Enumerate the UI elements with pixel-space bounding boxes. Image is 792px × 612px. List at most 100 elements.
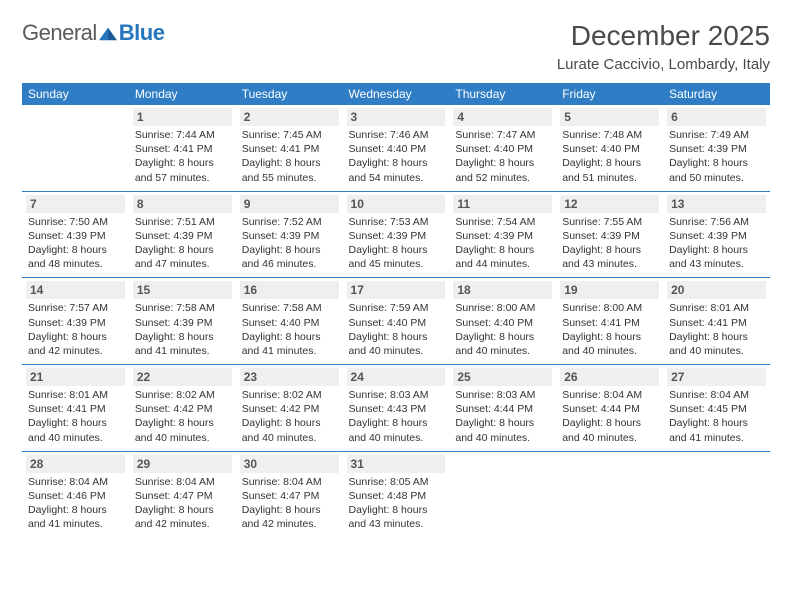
sunset-line: Sunset: 4:40 PM <box>349 142 444 156</box>
sunset-line: Sunset: 4:39 PM <box>28 229 123 243</box>
calendar-table: SundayMondayTuesdayWednesdayThursdayFrid… <box>22 83 770 537</box>
sunset-line: Sunset: 4:45 PM <box>669 402 764 416</box>
sunset-line: Sunset: 4:40 PM <box>455 316 550 330</box>
daylight-line: Daylight: 8 hours and 47 minutes. <box>135 243 230 271</box>
sunrise-line: Sunrise: 8:04 AM <box>562 388 657 402</box>
weekday-header: Monday <box>129 83 236 105</box>
day-number: 25 <box>453 368 552 386</box>
calendar-day-cell: 27Sunrise: 8:04 AMSunset: 4:45 PMDayligh… <box>663 365 770 452</box>
daylight-line: Daylight: 8 hours and 40 minutes. <box>242 416 337 444</box>
calendar-day-cell: 18Sunrise: 8:00 AMSunset: 4:40 PMDayligh… <box>449 278 556 365</box>
day-number: 17 <box>347 281 446 299</box>
sun-info: Sunrise: 8:00 AMSunset: 4:41 PMDaylight:… <box>560 301 659 358</box>
sunset-line: Sunset: 4:44 PM <box>455 402 550 416</box>
daylight-line: Daylight: 8 hours and 50 minutes. <box>669 156 764 184</box>
calendar-day-cell: 13Sunrise: 7:56 AMSunset: 4:39 PMDayligh… <box>663 191 770 278</box>
weekday-header: Thursday <box>449 83 556 105</box>
calendar-day-cell: 29 Sunrise: 8:04 AMSunset: 4:47 PMDayligh… <box>129 451 236 537</box>
sunrise-line: Sunrise: 8:05 AM <box>349 475 444 489</box>
sunset-line: Sunset: 4:40 PM <box>349 316 444 330</box>
calendar-day-cell: 30Sunrise: 8:04 AMSunset: 4:47 PMDayligh… <box>236 451 343 537</box>
day-number: 29 <box>133 455 232 473</box>
sunrise-line: Sunrise: 7:53 AM <box>349 215 444 229</box>
calendar-day-cell: 28Sunrise: 8:04 AMSunset: 4:46 PMDayligh… <box>22 451 129 537</box>
daylight-line: Daylight: 8 hours and 40 minutes. <box>28 416 123 444</box>
daylight-line: Daylight: 8 hours and 51 minutes. <box>562 156 657 184</box>
sunset-line: Sunset: 4:39 PM <box>242 229 337 243</box>
sunrise-line: Sunrise: 8:01 AM <box>669 301 764 315</box>
sun-info: Sunrise: 8:04 AMSunset: 4:47 PMDaylight:… <box>133 475 232 532</box>
calendar-day-cell: 31Sunrise: 8:05 AMSunset: 4:48 PMDayligh… <box>343 451 450 537</box>
day-number: 12 <box>560 195 659 213</box>
sunrise-line: Sunrise: 8:02 AM <box>242 388 337 402</box>
sun-info: Sunrise: 8:04 AMSunset: 4:47 PMDaylight:… <box>240 475 339 532</box>
daylight-line: Daylight: 8 hours and 41 minutes. <box>669 416 764 444</box>
sunrise-line: Sunrise: 8:04 AM <box>669 388 764 402</box>
logo-text-blue: Blue <box>119 20 165 46</box>
calendar-body: 1Sunrise: 7:44 AMSunset: 4:41 PMDaylight… <box>22 105 770 537</box>
calendar-day-cell: 22Sunrise: 8:02 AMSunset: 4:42 PMDayligh… <box>129 365 236 452</box>
day-number: 10 <box>347 195 446 213</box>
day-number: 18 <box>453 281 552 299</box>
daylight-line: Daylight: 8 hours and 41 minutes. <box>28 503 123 531</box>
daylight-line: Daylight: 8 hours and 48 minutes. <box>28 243 123 271</box>
sun-info: Sunrise: 8:04 AMSunset: 4:45 PMDaylight:… <box>667 388 766 445</box>
day-number: 6 <box>667 108 766 126</box>
sun-info: Sunrise: 7:53 AMSunset: 4:39 PMDaylight:… <box>347 215 446 272</box>
sun-info: Sunrise: 7:51 AMSunset: 4:39 PMDaylight:… <box>133 215 232 272</box>
sun-info: Sunrise: 7:45 AMSunset: 4:41 PMDaylight:… <box>240 128 339 185</box>
daylight-line: Daylight: 8 hours and 42 minutes. <box>28 330 123 358</box>
sunrise-line: Sunrise: 7:58 AM <box>242 301 337 315</box>
sunset-line: Sunset: 4:39 PM <box>28 316 123 330</box>
daylight-line: Daylight: 8 hours and 40 minutes. <box>349 416 444 444</box>
daylight-line: Daylight: 8 hours and 41 minutes. <box>135 330 230 358</box>
sun-info: Sunrise: 7:59 AMSunset: 4:40 PMDaylight:… <box>347 301 446 358</box>
daylight-line: Daylight: 8 hours and 54 minutes. <box>349 156 444 184</box>
daylight-line: Daylight: 8 hours and 40 minutes. <box>562 416 657 444</box>
calendar-day-cell: 3Sunrise: 7:46 AMSunset: 4:40 PMDaylight… <box>343 105 450 191</box>
calendar-day-cell: 19Sunrise: 8:00 AMSunset: 4:41 PMDayligh… <box>556 278 663 365</box>
weekday-header: Friday <box>556 83 663 105</box>
sunrise-line: Sunrise: 7:47 AM <box>455 128 550 142</box>
sun-info: Sunrise: 7:58 AMSunset: 4:40 PMDaylight:… <box>240 301 339 358</box>
calendar-day-cell: 20Sunrise: 8:01 AMSunset: 4:41 PMDayligh… <box>663 278 770 365</box>
calendar-day-cell <box>663 451 770 537</box>
sunset-line: Sunset: 4:44 PM <box>562 402 657 416</box>
month-title: December 2025 <box>557 20 770 52</box>
page-header: General Blue December 2025 Lurate Cacciv… <box>22 20 770 73</box>
sun-info: Sunrise: 7:44 AMSunset: 4:41 PMDaylight:… <box>133 128 232 185</box>
sun-info: Sunrise: 8:04 AMSunset: 4:44 PMDaylight:… <box>560 388 659 445</box>
calendar-week-row: 21Sunrise: 8:01 AMSunset: 4:41 PMDayligh… <box>22 365 770 452</box>
sun-info: Sunrise: 7:50 AMSunset: 4:39 PMDaylight:… <box>26 215 125 272</box>
sunset-line: Sunset: 4:39 PM <box>455 229 550 243</box>
day-number: 2 <box>240 108 339 126</box>
daylight-line: Daylight: 8 hours and 40 minutes. <box>455 416 550 444</box>
daylight-line: Daylight: 8 hours and 55 minutes. <box>242 156 337 184</box>
day-number: 24 <box>347 368 446 386</box>
sun-info: Sunrise: 8:04 AMSunset: 4:46 PMDaylight:… <box>26 475 125 532</box>
logo-triangle-icon <box>99 25 117 41</box>
daylight-line: Daylight: 8 hours and 40 minutes. <box>135 416 230 444</box>
day-number: 22 <box>133 368 232 386</box>
day-number: 15 <box>133 281 232 299</box>
daylight-line: Daylight: 8 hours and 43 minutes. <box>562 243 657 271</box>
day-number: 7 <box>26 195 125 213</box>
calendar-day-cell: 1Sunrise: 7:44 AMSunset: 4:41 PMDaylight… <box>129 105 236 191</box>
sunset-line: Sunset: 4:42 PM <box>242 402 337 416</box>
sun-info: Sunrise: 7:49 AMSunset: 4:39 PMDaylight:… <box>667 128 766 185</box>
daylight-line: Daylight: 8 hours and 45 minutes. <box>349 243 444 271</box>
sun-info: Sunrise: 8:05 AMSunset: 4:48 PMDaylight:… <box>347 475 446 532</box>
sunrise-line: Sunrise: 8:01 AM <box>28 388 123 402</box>
sunset-line: Sunset: 4:48 PM <box>349 489 444 503</box>
calendar-week-row: 1Sunrise: 7:44 AMSunset: 4:41 PMDaylight… <box>22 105 770 191</box>
calendar-day-cell: 2 Sunrise: 7:45 AMSunset: 4:41 PMDaylight… <box>236 105 343 191</box>
sun-info: Sunrise: 7:58 AMSunset: 4:39 PMDaylight:… <box>133 301 232 358</box>
daylight-line: Daylight: 8 hours and 40 minutes. <box>455 330 550 358</box>
sunset-line: Sunset: 4:40 PM <box>562 142 657 156</box>
day-number: 9 <box>240 195 339 213</box>
sun-info: Sunrise: 8:01 AMSunset: 4:41 PMDaylight:… <box>26 388 125 445</box>
daylight-line: Daylight: 8 hours and 40 minutes. <box>562 330 657 358</box>
sunset-line: Sunset: 4:41 PM <box>28 402 123 416</box>
sunrise-line: Sunrise: 7:52 AM <box>242 215 337 229</box>
sun-info: Sunrise: 7:54 AMSunset: 4:39 PMDaylight:… <box>453 215 552 272</box>
